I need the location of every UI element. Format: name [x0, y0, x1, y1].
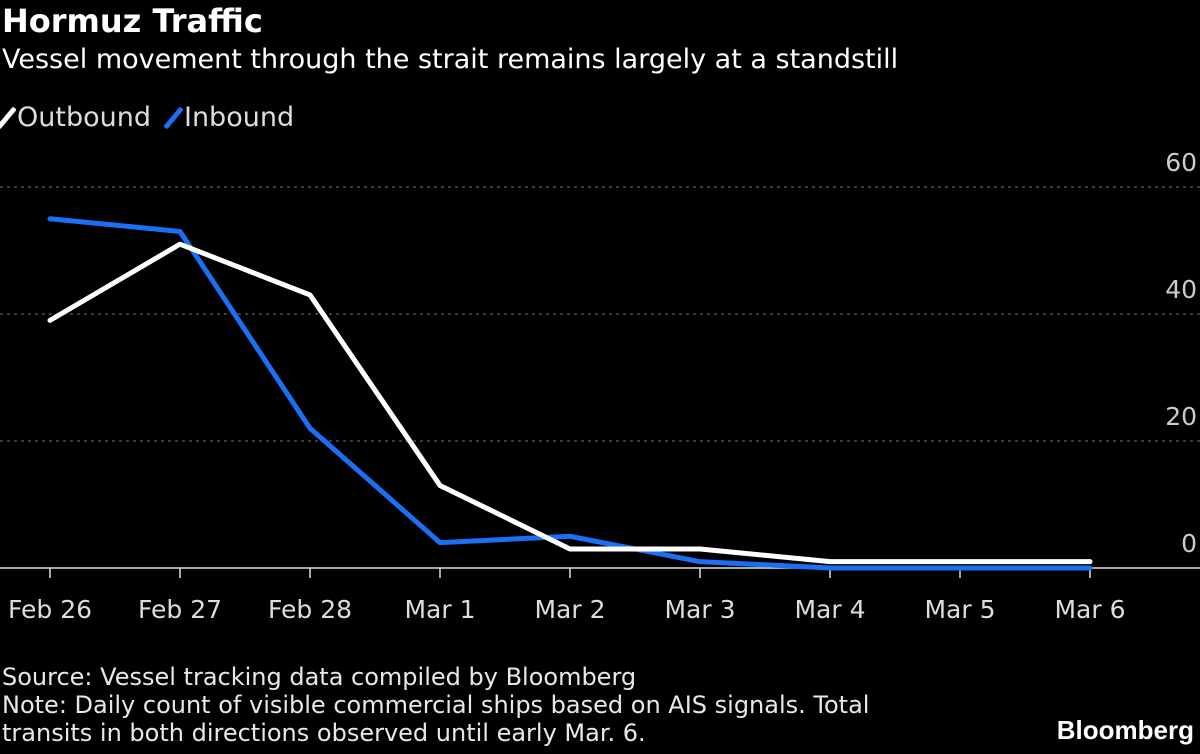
x-tick-label: Feb 27 — [138, 595, 222, 624]
legend-inbound-label: Inbound — [183, 102, 295, 133]
source-text: Source: Vessel tracking data compiled by… — [2, 663, 637, 691]
x-tick-label: Feb 28 — [268, 595, 352, 624]
x-tick-label: Mar 5 — [924, 595, 995, 624]
y-tick-label: 20 — [1165, 402, 1197, 431]
legend-outbound: Outbound — [0, 102, 151, 133]
x-tick-label: Mar 6 — [1054, 595, 1125, 624]
x-tick-label: Mar 2 — [534, 595, 605, 624]
series-line-inbound — [47, 216, 1093, 571]
y-tick-label: 0 — [1181, 529, 1197, 558]
bloomberg-logo: Bloomberg — [1056, 715, 1194, 745]
y-tick-label: 40 — [1165, 275, 1197, 304]
x-tick-label: Feb 26 — [8, 595, 92, 624]
chart-subtitle: Vessel movement through the strait remai… — [2, 44, 899, 75]
legend: Outbound Inbound — [0, 102, 295, 133]
legend-inbound: Inbound — [163, 102, 295, 133]
y-tick-label: 60 — [1165, 148, 1197, 177]
x-tick-label: Mar 1 — [404, 595, 475, 624]
series-line-outbound — [47, 241, 1093, 565]
chart-title: Hormuz Traffic — [2, 2, 263, 40]
note-line-1: Note: Daily count of visible commercial … — [2, 691, 870, 719]
legend-outbound-label: Outbound — [17, 102, 151, 133]
note-line-2: transits in both directions observed unt… — [2, 719, 646, 747]
x-tick-label: Mar 4 — [794, 595, 865, 624]
x-tick-label: Mar 3 — [664, 595, 735, 624]
